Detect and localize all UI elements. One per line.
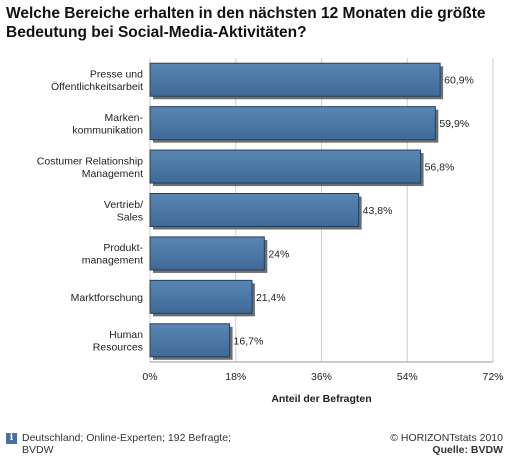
x-tick-label: 54% [397, 371, 418, 383]
category-label: Presse und [90, 68, 143, 80]
bar [149, 62, 441, 97]
labels: 0% 18% 36% 54% 72% 60,9% Presse undÖffentlichk… [37, 68, 504, 405]
category-label: Marken- [104, 112, 143, 124]
category-label: Resources [93, 342, 143, 354]
category-label: Management [82, 168, 143, 180]
footer-credits: © HORIZONTstats 2010 Quelle: BVDW [390, 432, 503, 456]
data-label: 24% [268, 248, 289, 260]
category-label: Marktforschung [71, 292, 144, 304]
category-label: Produkt- [103, 242, 143, 254]
bar [149, 236, 265, 271]
bar [149, 106, 436, 141]
data-label: 16,7% [234, 335, 264, 347]
bar [149, 323, 231, 358]
bar [149, 279, 253, 314]
data-label: 60,9% [444, 75, 474, 87]
copyright-text: © HORIZONTstats 2010 [390, 432, 503, 444]
bar [149, 193, 360, 227]
info-icon[interactable]: i [6, 433, 17, 444]
category-label: management [82, 255, 143, 267]
data-label: 43,8% [363, 205, 393, 217]
x-axis-title: Anteil der Befragten [271, 393, 371, 405]
x-tick-label: 72% [482, 371, 503, 383]
category-label: Vertrieb/ [104, 199, 143, 211]
data-label: 59,9% [439, 118, 469, 130]
bar [149, 149, 422, 184]
category-label: Costumer Relationship [37, 155, 143, 167]
category-label: Öffentlichkeitsarbeit [51, 81, 143, 93]
category-label: Human [109, 329, 143, 341]
bars [149, 62, 444, 360]
chart-title: Welche Bereiche erhalten in den nächsten… [6, 5, 486, 41]
x-tick-label: 36% [311, 371, 332, 383]
x-tick-label: 18% [225, 371, 246, 383]
category-label: Sales [117, 211, 143, 223]
footer-note: Deutschland; Online-Experten; 192 Befrag… [22, 432, 231, 456]
category-label: kommunikation [72, 124, 143, 136]
data-label: 21,4% [256, 292, 286, 304]
source-text: Quelle: BVDW [432, 444, 503, 456]
data-label: 56,8% [425, 162, 455, 174]
x-tick-label: 0% [142, 371, 157, 383]
